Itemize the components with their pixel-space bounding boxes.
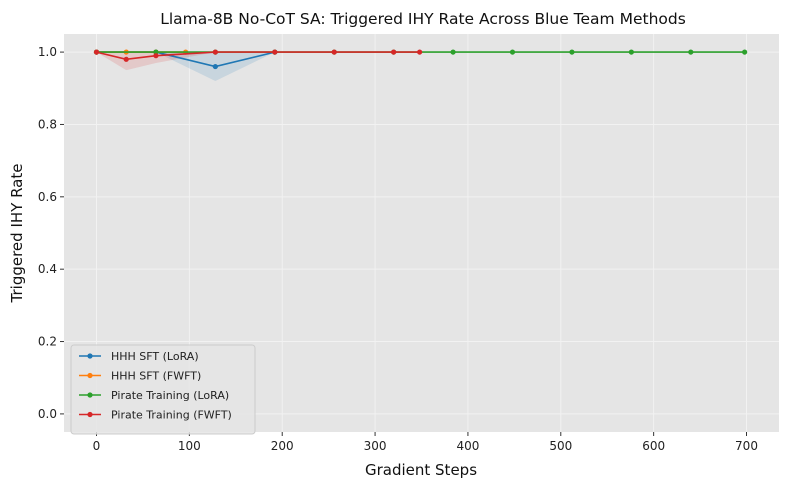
series-lines xyxy=(93,49,748,70)
legend-marker xyxy=(87,411,93,418)
data-point xyxy=(628,49,634,55)
data-point xyxy=(509,49,516,55)
x-tick-label: 100 xyxy=(178,439,201,453)
y-tick-label: 0.4 xyxy=(38,262,57,276)
x-tick-label: 300 xyxy=(364,439,387,453)
y-axis-label: Triggered IHY Rate xyxy=(8,164,26,304)
x-tick-label: 500 xyxy=(549,439,572,453)
legend-marker xyxy=(87,353,93,359)
legend-marker xyxy=(87,392,93,398)
legend: HHH SFT (LoRA) HHH SFT (FWFT) Pirate Train… xyxy=(70,344,256,435)
legend-label: HHH SFT (FWFT) xyxy=(111,370,201,383)
series-band xyxy=(96,52,275,82)
data-point xyxy=(123,56,129,62)
y-axis-ticks: 0.0 0.2 0.4 0.6 0.8 1.0 xyxy=(38,45,64,421)
data-point xyxy=(272,49,278,55)
data-point xyxy=(331,49,337,55)
y-tick-label: 1.0 xyxy=(38,45,57,59)
data-point xyxy=(417,49,423,55)
x-tick-label: 200 xyxy=(271,439,294,453)
data-point xyxy=(153,49,159,55)
x-axis-label: Gradient Steps xyxy=(365,461,477,479)
y-tick-label: 0.0 xyxy=(38,407,57,421)
data-point xyxy=(391,49,397,55)
legend-label: HHH SFT (LoRA) xyxy=(111,350,199,363)
data-point xyxy=(742,49,748,55)
x-axis-ticks: 0 100 200 300 400 500 600 700 xyxy=(93,432,758,453)
x-tick-label: 0 xyxy=(93,439,101,453)
x-tick-label: 600 xyxy=(642,439,665,453)
legend-label: Pirate Training (FWFT) xyxy=(111,409,232,422)
data-point xyxy=(569,49,575,55)
y-tick-label: 0.2 xyxy=(38,335,57,349)
legend-marker xyxy=(87,372,93,379)
legend-label: Pirate Training (LoRA) xyxy=(111,389,229,402)
chart-title: Llama-8B No-CoT SA: Triggered IHY Rate A… xyxy=(160,10,686,28)
data-point xyxy=(212,63,218,70)
y-tick-label: 0.8 xyxy=(38,117,57,131)
y-tick-label: 0.6 xyxy=(38,190,57,204)
data-point xyxy=(688,49,694,55)
data-point xyxy=(93,49,100,55)
data-point xyxy=(212,49,218,55)
data-point xyxy=(450,49,456,55)
series-line xyxy=(96,51,420,61)
data-point xyxy=(153,53,159,59)
x-tick-label: 400 xyxy=(456,439,479,453)
x-tick-label: 700 xyxy=(735,439,758,453)
legend-box xyxy=(70,344,256,435)
